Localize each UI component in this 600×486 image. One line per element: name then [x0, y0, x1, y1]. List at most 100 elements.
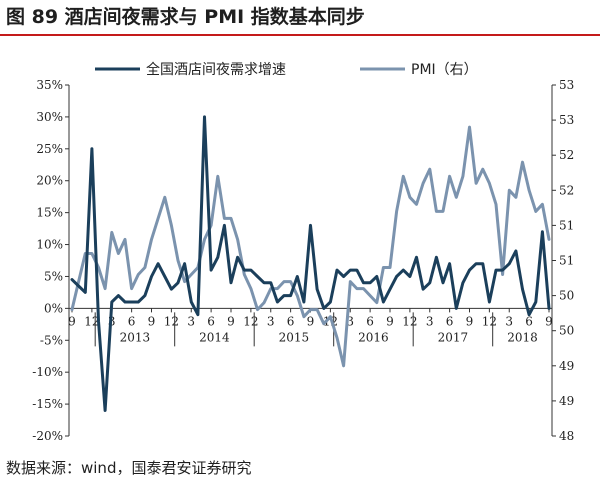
series-point — [110, 301, 113, 303]
right-tick-label: 49 — [559, 394, 574, 408]
series-point — [150, 275, 153, 278]
series-point — [422, 182, 424, 185]
series-point — [534, 301, 537, 303]
x-tick-label: 12 — [402, 314, 417, 328]
series-point — [329, 315, 332, 318]
series-point — [508, 262, 511, 265]
series-point — [356, 269, 358, 271]
series-point — [91, 148, 93, 150]
year-label: 2015 — [279, 330, 310, 344]
series-point — [415, 256, 418, 259]
legend-label: PMI（右） — [411, 62, 478, 78]
series-point — [256, 275, 259, 278]
x-tick-label: 6 — [366, 314, 374, 328]
left-tick-label: 5% — [44, 269, 63, 283]
series-point — [223, 224, 226, 227]
x-tick-label: 12 — [243, 314, 258, 328]
series-point — [455, 307, 458, 310]
series-point — [91, 252, 93, 255]
series-point — [534, 210, 537, 213]
series-point — [177, 282, 179, 284]
series-point — [362, 282, 365, 284]
series-point — [223, 217, 226, 220]
x-tick-label: 3 — [426, 314, 434, 328]
x-tick-label: 9 — [307, 314, 315, 328]
series-point — [269, 282, 272, 284]
left-tick-label: -15% — [32, 397, 63, 411]
series-point — [362, 287, 365, 290]
year-label: 2013 — [120, 330, 151, 344]
x-tick-label: 6 — [446, 314, 454, 328]
x-tick-label: 6 — [287, 314, 295, 328]
series-point — [250, 287, 252, 290]
series-point — [190, 301, 193, 303]
series-point — [163, 275, 166, 278]
left-tick-label: -10% — [32, 365, 63, 379]
series-point — [521, 161, 524, 164]
series-point — [322, 307, 325, 310]
series-point — [110, 231, 113, 234]
series-point — [84, 291, 87, 294]
series-point — [157, 262, 159, 265]
series-point — [157, 217, 159, 220]
series-point — [422, 288, 424, 291]
title-rule — [0, 34, 600, 36]
left-tick-label: -20% — [32, 429, 63, 443]
series-point — [342, 365, 345, 367]
left-tick-label: 10% — [36, 238, 63, 252]
left-tick-label: 20% — [36, 174, 63, 188]
series-point — [230, 217, 232, 220]
series-point — [283, 280, 285, 283]
x-tick-label: 6 — [128, 314, 136, 328]
series-point — [462, 175, 464, 178]
series-point — [150, 238, 153, 241]
year-label: 2018 — [507, 330, 538, 344]
right-tick-label: 49 — [559, 359, 574, 373]
series-point — [409, 196, 411, 199]
series-point — [104, 287, 106, 290]
x-tick-label: 9 — [386, 314, 394, 328]
series-point — [515, 250, 517, 252]
right-tick-label: 51 — [559, 254, 574, 268]
x-tick-label: 9 — [148, 314, 156, 328]
right-tick-label: 52 — [559, 148, 574, 162]
series-point — [402, 269, 405, 271]
series-point — [336, 269, 338, 271]
year-label: 2014 — [199, 330, 230, 344]
series-point — [236, 256, 239, 259]
series-point — [448, 262, 451, 265]
right-tick-label: 48 — [559, 429, 574, 443]
series-point — [448, 175, 451, 178]
x-tick-label: 3 — [505, 314, 513, 328]
series-point — [170, 224, 173, 227]
series-point — [97, 320, 100, 322]
series-point — [144, 294, 146, 297]
series-point — [243, 269, 246, 271]
x-tick-label: 12 — [164, 314, 179, 328]
series-point — [402, 175, 405, 178]
series-point — [243, 273, 246, 276]
series-point — [190, 273, 193, 276]
year-label: 2017 — [438, 330, 469, 344]
series-point — [475, 262, 477, 265]
series-point — [183, 262, 186, 265]
series-point — [382, 301, 385, 303]
series-point — [515, 196, 517, 199]
series-point — [117, 294, 120, 297]
left-tick-label: 0% — [44, 301, 63, 315]
series-point — [104, 409, 106, 412]
series-point — [468, 269, 471, 271]
series-point — [276, 287, 279, 290]
series-point — [415, 203, 418, 206]
series-point — [369, 282, 371, 284]
series-point — [316, 288, 318, 291]
series-point — [435, 210, 438, 213]
series-point — [137, 273, 140, 276]
series-point — [216, 256, 219, 259]
series-point — [303, 301, 305, 303]
x-tick-label: 3 — [267, 314, 275, 328]
series-point — [395, 275, 398, 278]
x-tick-label: 9 — [227, 314, 235, 328]
series-point — [342, 275, 345, 278]
series-point — [289, 280, 292, 283]
